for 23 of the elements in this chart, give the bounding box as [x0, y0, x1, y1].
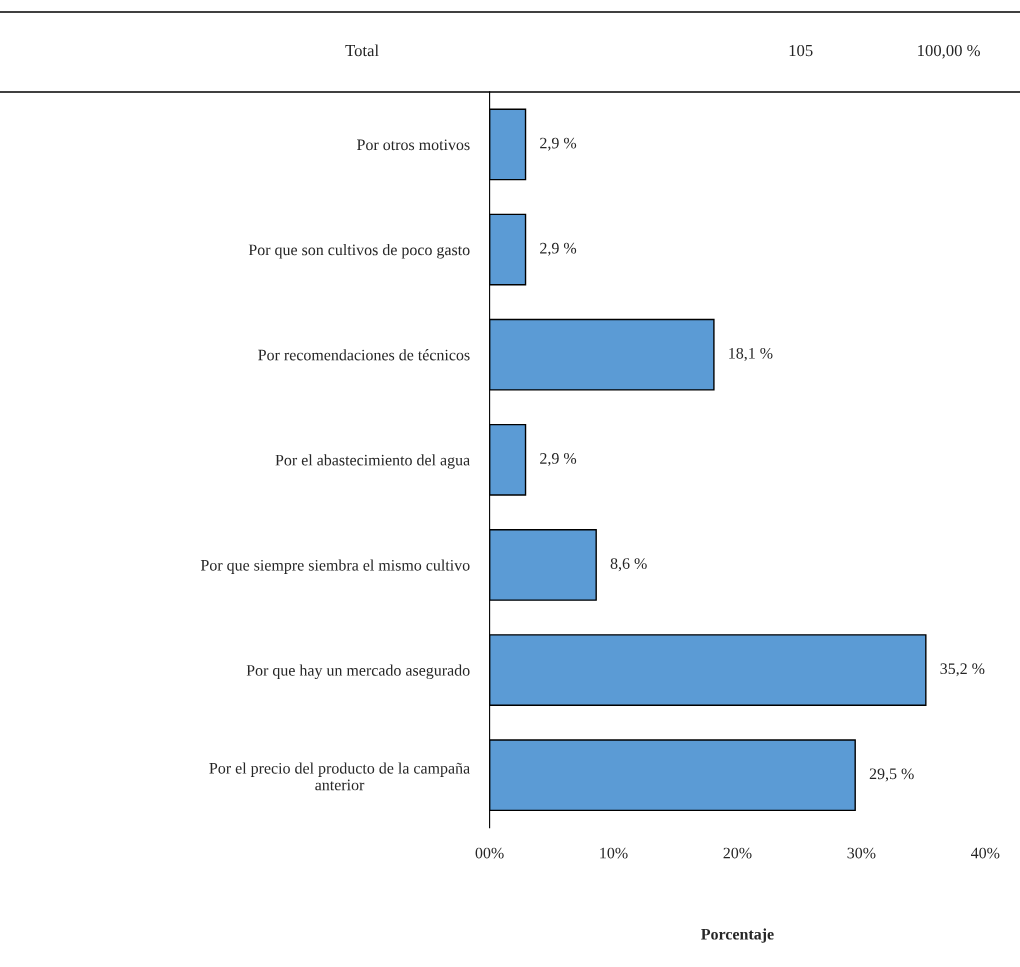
- y-tick-label: Por otros motivos: [357, 139, 470, 151]
- data-label: 29,5 %: [869, 768, 914, 782]
- text: Total: [345, 44, 379, 57]
- y-tick-label: Por que hay un mercado asegurado: [246, 664, 470, 680]
- data-label: 8,6 %: [610, 558, 647, 572]
- text: 105: [789, 44, 813, 57]
- x-tick-label: 10%: [600, 847, 628, 859]
- y-tick-label: Por que siempre siembra el mismo cultivo: [200, 559, 470, 574]
- text: 100,00 %: [918, 44, 980, 59]
- x-tick-label: 20%: [723, 847, 752, 859]
- data-label: 2,9 %: [540, 242, 577, 256]
- x-axis-title: Porcentaje: [701, 928, 774, 943]
- y-tick-label: Por recomendaciones de técnicos: [258, 349, 470, 361]
- x-tick-label: 30%: [847, 847, 876, 859]
- data-label: 18,1 %: [729, 347, 773, 361]
- data-label: 35,2 %: [940, 663, 985, 677]
- x-tick-label: 40%: [970, 847, 1000, 859]
- data-label: 2,9 %: [540, 137, 577, 151]
- y-tick-label: Por el abastecimiento del agua: [275, 454, 470, 469]
- x-tick-label: 00%: [475, 847, 504, 859]
- y-tick-label: Por el precio del producto de la campaña anterior: [209, 762, 470, 791]
- data-label: 2,9 %: [540, 453, 577, 467]
- y-tick-label: Por que son cultivos de poco gasto: [248, 244, 470, 259]
